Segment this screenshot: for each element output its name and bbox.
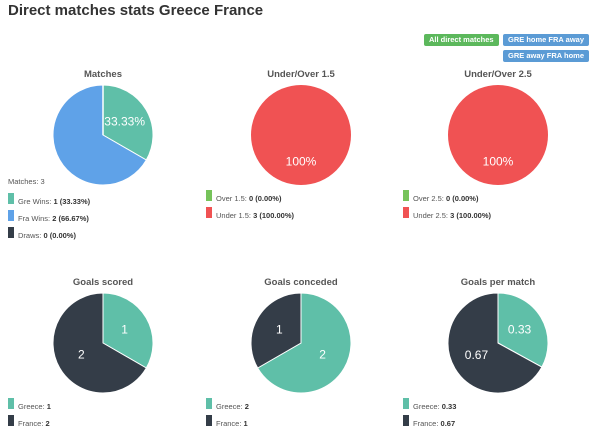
legend-value: 0 (0.00%) [43,231,76,240]
goals-per-match-slice-france [447,292,543,394]
legend-swatch [403,207,409,218]
matches-slice-label-gre-wins: 33.33% [104,115,145,129]
legend-value: 0 (0.00%) [248,194,282,203]
legend-text: Under 1.5: 3 (100.00%) [216,211,294,220]
legend-label: Greece: [413,402,440,411]
under-over-2-5-slice-under-2-5 [448,85,548,185]
legend-label: France: [216,419,242,428]
legend-text: Fra Wins: 2 (66.67%) [18,214,89,223]
goals-conceded-slice-france [250,292,302,369]
legend-value: 0.33 [441,402,457,411]
legend-label: Greece: [216,402,243,411]
goals-conceded-slice-greece [257,292,352,394]
goals-per-match-slice-label-greece: 0.33 [508,322,532,336]
legend-value: 1 [243,419,248,428]
legend-text: Draws: 0 (0.00%) [18,231,76,240]
legend-value: 1 [46,402,51,411]
matches-slice-fra-wins [52,84,147,186]
gre-home-fra-away-button[interactable]: GRE home FRA away [503,34,589,46]
legend-swatch [8,193,14,204]
legend-swatch [403,398,409,409]
under-over-2-5-pie-chart: 0%100% [448,85,548,185]
legend-value: 1 (33.33%) [53,197,91,206]
goals-conceded-title: Goals conceded [264,277,338,288]
under-over-1-5-slice-under-1-5 [251,85,351,185]
goals-scored-slice-greece [102,292,154,369]
legend-label: Over 2.5: [413,194,444,203]
legend-text: Greece: 0.33 [413,402,456,411]
legend-text: France: 2 [18,419,50,428]
legend-value: 3 (100.00%) [253,211,294,220]
under-over-2-5-slice-label-under-2-5: 100% [483,155,514,169]
legend-label: Greece: [18,402,45,411]
goals-per-match-slice-greece [497,292,549,368]
under-over-1-5-slice-label-under-1-5: 100% [286,155,317,169]
legend-label: France: [18,419,44,428]
goals-per-match-slice-label-france: 0.67 [465,348,489,362]
legend-text: Gre Wins: 1 (33.33%) [18,197,90,206]
legend-swatch [206,207,212,218]
legend-text: Greece: 1 [18,402,51,411]
legend-value: 2 (66.67%) [52,214,89,223]
matches-pie-chart: 33.33% [52,84,154,186]
goals-conceded-slice-label-france: 1 [276,323,283,337]
legend-swatch [8,398,14,409]
goals-scored-slice-france [52,292,147,394]
legend-value: 2 [244,402,249,411]
legend-value: 2 [45,419,50,428]
legend-label: Draws: [18,231,42,240]
legend-text: Over 1.5: 0 (0.00%) [216,194,281,203]
goals-conceded-slice-label-greece: 2 [319,348,326,362]
legend-text: France: 1 [216,419,248,428]
legend-swatch [8,227,14,238]
goals-per-match-pie-chart: 0.33 0.67 [447,292,549,394]
legend-swatch [206,190,212,201]
goals-scored-slice-label-greece: 1 [121,323,128,337]
goals-scored-slice-label-france: 2 [78,348,85,362]
legend-text: Greece: 2 [216,402,249,411]
legend-value: 0 (0.00%) [445,194,479,203]
legend-label: Fra Wins: [18,214,51,223]
legend-swatch [403,415,409,426]
matches-title: Matches [83,69,122,80]
matches-summary: Matches: 3 [8,177,45,186]
legend-label: France: [413,419,439,428]
goals-per-match-title: Goals per match [460,277,536,288]
under-over-1-5-pie-chart: 0%100% [251,85,351,185]
legend-label: Over 1.5: [216,194,247,203]
legend-swatch [206,398,212,409]
matches-slice-gre-wins [102,84,154,161]
legend-swatch [8,415,14,426]
legend-label: Gre Wins: [18,197,52,206]
legend-text: France: 0.67 [413,419,455,428]
under-over-1-5-title: Under/Over 1.5 [267,69,335,80]
gre-away-fra-home-button[interactable]: GRE away FRA home [503,50,589,62]
legend-text: Over 2.5: 0 (0.00%) [413,194,478,203]
goals-scored-pie-chart: 12 [52,292,154,394]
legend-swatch [206,415,212,426]
legend-value: 3 (100.00%) [450,211,491,220]
all-direct-matches-button[interactable]: All direct matches [424,34,499,46]
goals-conceded-pie-chart: 21 [250,292,352,394]
legend-label: Under 1.5: [216,211,252,220]
legend-swatch [8,210,14,221]
legend-swatch [403,190,409,201]
legend-label: Under 2.5: [413,211,449,220]
legend-text: Under 2.5: 3 (100.00%) [413,211,491,220]
page-title: Direct matches stats Greece France [8,2,264,19]
legend-value: 0.67 [440,419,456,428]
under-over-2-5-title: Under/Over 2.5 [464,69,532,80]
goals-scored-title: Goals scored [72,277,134,288]
